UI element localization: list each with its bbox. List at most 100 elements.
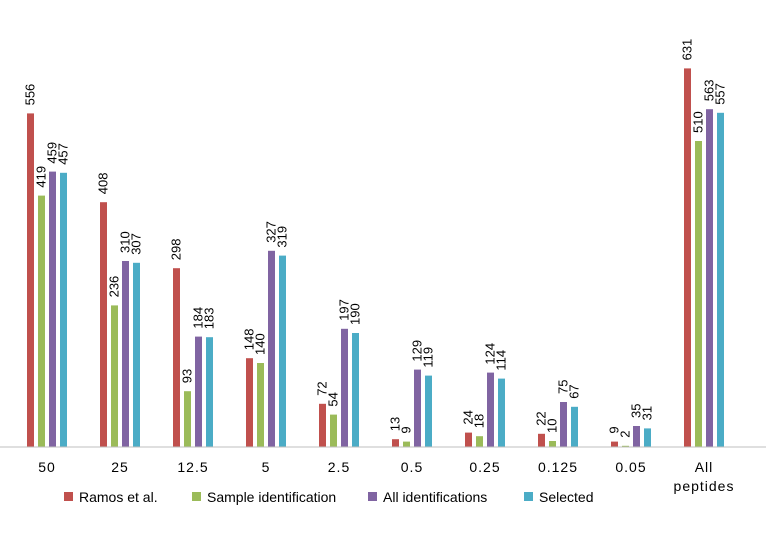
bar xyxy=(319,403,326,447)
x-tick-label: 0.125 xyxy=(538,459,578,475)
data-label: 184 xyxy=(191,307,206,329)
x-tick-label: 2.5 xyxy=(328,459,350,475)
data-label: 408 xyxy=(96,172,111,194)
data-label: 457 xyxy=(56,143,71,165)
data-label: 72 xyxy=(315,381,330,395)
data-label: 419 xyxy=(34,166,49,188)
data-label: 13 xyxy=(388,417,403,431)
bar xyxy=(684,68,691,448)
bar xyxy=(49,171,56,447)
x-tick-label: 0.5 xyxy=(401,459,423,475)
bar xyxy=(27,113,34,448)
data-label: 75 xyxy=(556,380,571,394)
data-label: 556 xyxy=(23,84,38,106)
bar xyxy=(173,268,180,447)
bar xyxy=(392,439,399,447)
data-label: 307 xyxy=(129,233,144,255)
data-label: 10 xyxy=(545,419,560,433)
bar xyxy=(330,414,337,447)
x-tick-label-line: 5 xyxy=(262,459,271,475)
bar xyxy=(268,250,275,447)
x-tick-label-line: 0.5 xyxy=(401,459,423,475)
x-tick-label: 0.05 xyxy=(615,459,646,475)
bar xyxy=(133,262,140,447)
x-tick-label-line: 2.5 xyxy=(328,459,350,475)
bar xyxy=(206,337,213,447)
legend-label: All identifications xyxy=(383,489,487,505)
bar xyxy=(414,369,421,447)
data-label: 9 xyxy=(399,426,414,433)
bar xyxy=(622,445,629,447)
bar xyxy=(352,333,359,447)
data-label: 310 xyxy=(118,231,133,253)
legend-swatch xyxy=(64,492,73,501)
x-tick-label: 12.5 xyxy=(177,459,208,475)
data-label: 327 xyxy=(264,221,279,243)
bar xyxy=(695,141,702,447)
data-label: 67 xyxy=(567,384,582,398)
data-label: 148 xyxy=(242,328,257,350)
data-label: 197 xyxy=(337,299,352,321)
bars-group xyxy=(27,68,724,448)
data-label: 9 xyxy=(607,426,622,433)
bar xyxy=(717,112,724,448)
x-tick-label: 50 xyxy=(38,459,56,475)
x-tick-label-line: All xyxy=(695,459,714,475)
bar xyxy=(257,363,264,447)
x-tick-label: All peptides xyxy=(674,459,735,494)
bar xyxy=(425,375,432,447)
data-label: 124 xyxy=(483,343,498,365)
data-label: 298 xyxy=(169,238,184,260)
bar xyxy=(487,372,494,447)
legend-swatch xyxy=(368,492,377,501)
data-label: 18 xyxy=(472,414,487,428)
data-label: 183 xyxy=(202,307,217,329)
data-label: 557 xyxy=(713,83,728,105)
data-label: 22 xyxy=(534,411,549,425)
bar xyxy=(122,261,129,447)
x-tick-label-line: 0.25 xyxy=(469,459,500,475)
data-label: 129 xyxy=(410,340,425,362)
data-label: 140 xyxy=(253,333,268,355)
x-tick-label: 0.25 xyxy=(469,459,500,475)
x-tick-label-line: peptides xyxy=(674,478,735,494)
x-tick-label-line: 25 xyxy=(111,459,129,475)
bar xyxy=(60,172,67,448)
data-label: 631 xyxy=(680,39,695,61)
data-label: 31 xyxy=(640,406,655,420)
bar xyxy=(560,402,567,447)
legend: Ramos et al. Sample identification All ide… xyxy=(64,489,593,505)
bar xyxy=(571,406,578,447)
bar xyxy=(538,433,545,447)
bar xyxy=(111,305,118,447)
legend-label: Ramos et al. xyxy=(79,489,158,505)
bar xyxy=(100,202,107,447)
x-tick-label-line: 12.5 xyxy=(177,459,208,475)
bar xyxy=(279,255,286,447)
bar xyxy=(403,441,410,447)
bar xyxy=(706,109,713,447)
x-tick-label-line: 0.05 xyxy=(615,459,646,475)
data-label: 510 xyxy=(691,111,706,133)
data-label: 54 xyxy=(326,392,341,406)
bar xyxy=(611,441,618,447)
data-label: 2 xyxy=(618,431,633,438)
bar xyxy=(195,336,202,447)
x-tick-label-line: 0.125 xyxy=(538,459,578,475)
data-label: 93 xyxy=(180,369,195,383)
data-label: 190 xyxy=(348,303,363,325)
bar xyxy=(549,441,556,447)
legend-swatch xyxy=(192,492,201,501)
data-label: 119 xyxy=(421,347,436,368)
bar xyxy=(498,378,505,447)
x-tick-label: 5 xyxy=(262,459,271,475)
x-tick-label: 25 xyxy=(111,459,129,475)
x-tick-labels-group: 50 25 12.5 5 2.5 0.5 0.25 0.125 0.05 All peptides xyxy=(38,459,735,494)
bar xyxy=(38,195,45,447)
bar xyxy=(465,432,472,447)
data-label: 319 xyxy=(275,226,290,248)
bar xyxy=(633,426,640,447)
data-label: 236 xyxy=(107,276,122,298)
